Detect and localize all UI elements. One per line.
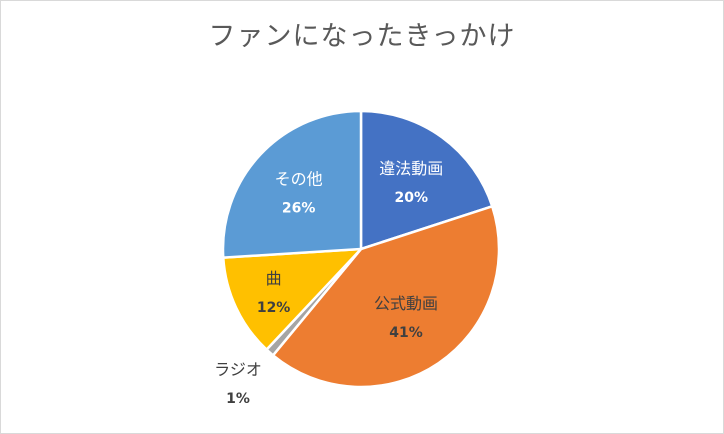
pie-slice-5 xyxy=(221,109,363,259)
pie-slice-1 xyxy=(359,109,494,251)
slice-category-label-4: 曲 xyxy=(266,269,282,288)
slice-percent-label-3: 1% xyxy=(226,391,250,407)
slice-category-label-3: ラジオ xyxy=(214,360,262,379)
chart-title: ファンになったきっかけ xyxy=(208,21,516,52)
slice-percent-label-2: 41% xyxy=(389,325,423,341)
slice-category-label-1: 違法動画 xyxy=(379,159,443,178)
slice-percent-label-4: 12% xyxy=(257,300,291,316)
slice-percent-label-5: 26% xyxy=(282,200,316,216)
slice-category-label-5: その他 xyxy=(275,169,323,188)
pie-slice-2 xyxy=(271,205,501,389)
slice-percent-label-1: 20% xyxy=(395,190,429,206)
slice-category-label-2: 公式動画 xyxy=(374,294,438,313)
pie-slice-4 xyxy=(222,247,363,351)
